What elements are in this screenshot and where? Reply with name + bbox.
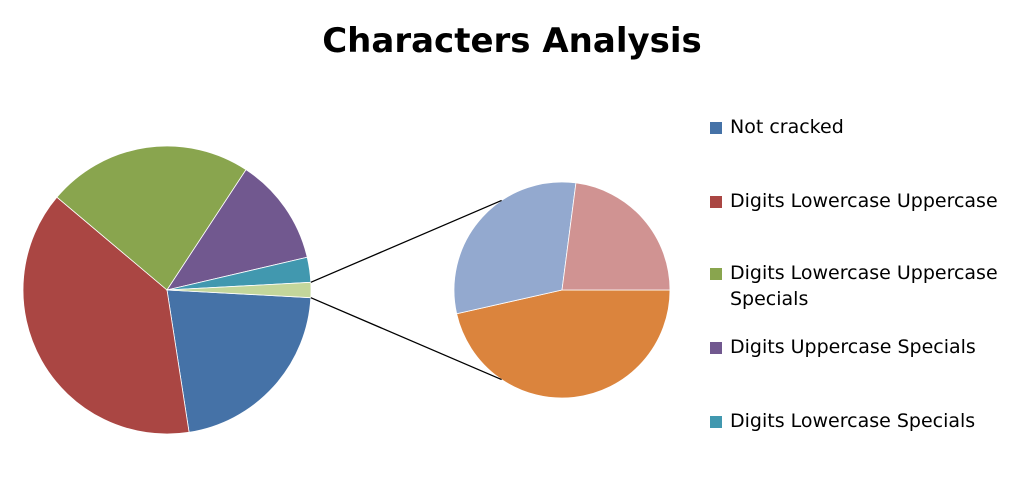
legend-label: Digits Lowercase Specials xyxy=(730,410,976,432)
legend-label: Digits Lowercase Uppercase Specials xyxy=(730,262,998,310)
legend-marker xyxy=(710,268,722,280)
legend-marker xyxy=(710,342,722,354)
secondary-pie-slice xyxy=(561,182,671,291)
pie-slice xyxy=(22,196,190,435)
connector-line xyxy=(310,199,502,283)
chart-title: Characters Analysis xyxy=(322,21,702,61)
legend-label: Digits Uppercase Specials xyxy=(730,336,976,358)
connector-line xyxy=(310,297,502,381)
secondary-pie-slice xyxy=(453,181,577,315)
pie-slice xyxy=(166,289,312,433)
legend-marker xyxy=(710,416,722,428)
pie-slice-other xyxy=(166,281,312,299)
pie-slice xyxy=(56,145,247,291)
legend-label: Not cracked xyxy=(730,116,844,138)
pie-slice xyxy=(166,169,308,291)
secondary-pie-slice xyxy=(456,289,671,399)
legend-label: Digits Lowercase Uppercase xyxy=(730,190,998,212)
legend-marker xyxy=(710,122,722,134)
legend-marker xyxy=(710,196,722,208)
